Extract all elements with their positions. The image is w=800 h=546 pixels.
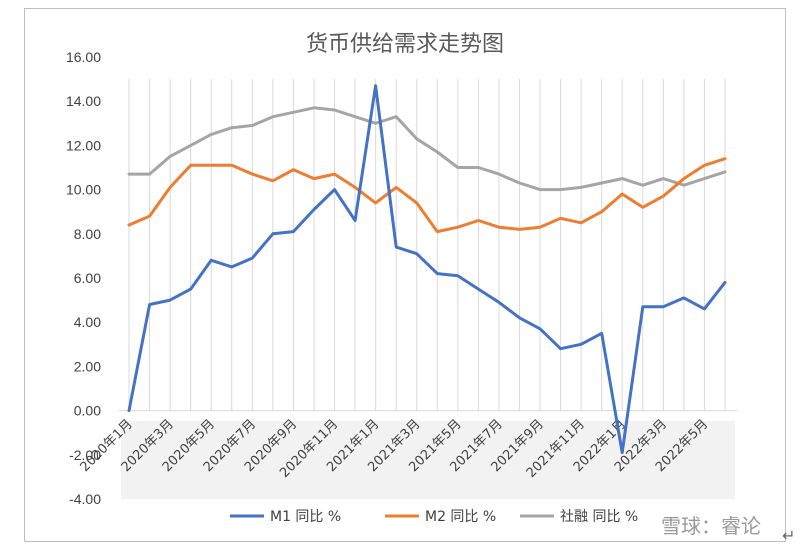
series [127, 84, 727, 455]
y-tick-label: 2.00 [74, 358, 101, 374]
lower-band [121, 421, 735, 499]
y-tick-label: 12.00 [66, 137, 101, 153]
y-tick-label: -2.00 [69, 447, 101, 463]
y-tick-label: -4.00 [69, 491, 101, 507]
legend-label: 社融 同比 % [560, 509, 638, 525]
y-axis-ticks: -4.00 -2.00 0.00 2.00 4.00 6.00 8.00 10.00 12.00… [66, 49, 101, 507]
grid [128, 79, 726, 411]
y-tick-label: 10.00 [66, 182, 101, 198]
y-tick-label: 14.00 [66, 93, 101, 109]
watermark-text: 雪球：睿论 [661, 514, 761, 538]
series-line-0 [127, 84, 727, 455]
chart-title: 货币供给需求走势图 [306, 32, 504, 57]
legend-item: 社融 同比 % [520, 509, 638, 525]
y-tick-label: 4.00 [74, 314, 101, 330]
chart: -4.00 -2.00 0.00 2.00 4.00 6.00 8.00 10.00 12.00… [66, 32, 761, 538]
chart-frame: -4.00 -2.00 0.00 2.00 4.00 6.00 8.00 10.00 12.00… [24, 8, 786, 542]
y-tick-label: 16.00 [66, 49, 101, 65]
legend-item: M2 同比 % [385, 509, 496, 525]
return-arrow-glyph: ↵ [782, 526, 795, 545]
y-tick-label: 0.00 [74, 403, 101, 419]
legend-label: M2 同比 % [425, 509, 496, 525]
legend-item: M1 同比 % [230, 509, 341, 525]
y-tick-label: 6.00 [74, 270, 101, 286]
series-line-2 [127, 106, 727, 192]
series-line-1 [127, 157, 727, 234]
legend: M1 同比 % M2 同比 % 社融 同比 % [230, 509, 638, 525]
y-tick-label: 8.00 [74, 226, 101, 242]
return-arrow-icon: ↵ [782, 526, 795, 545]
legend-label: M1 同比 % [270, 509, 341, 525]
